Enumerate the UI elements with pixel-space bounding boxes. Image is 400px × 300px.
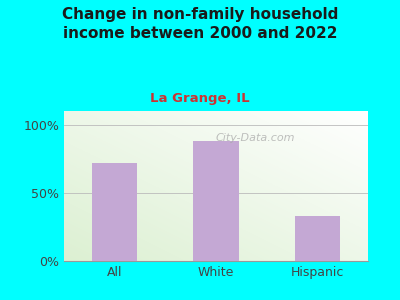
Text: La Grange, IL: La Grange, IL <box>150 92 250 104</box>
Text: City-Data.com: City-Data.com <box>216 133 295 143</box>
Bar <box>92 163 138 261</box>
Bar <box>294 216 340 261</box>
Bar <box>193 141 239 261</box>
Text: Change in non-family household
income between 2000 and 2022: Change in non-family household income be… <box>62 8 338 41</box>
